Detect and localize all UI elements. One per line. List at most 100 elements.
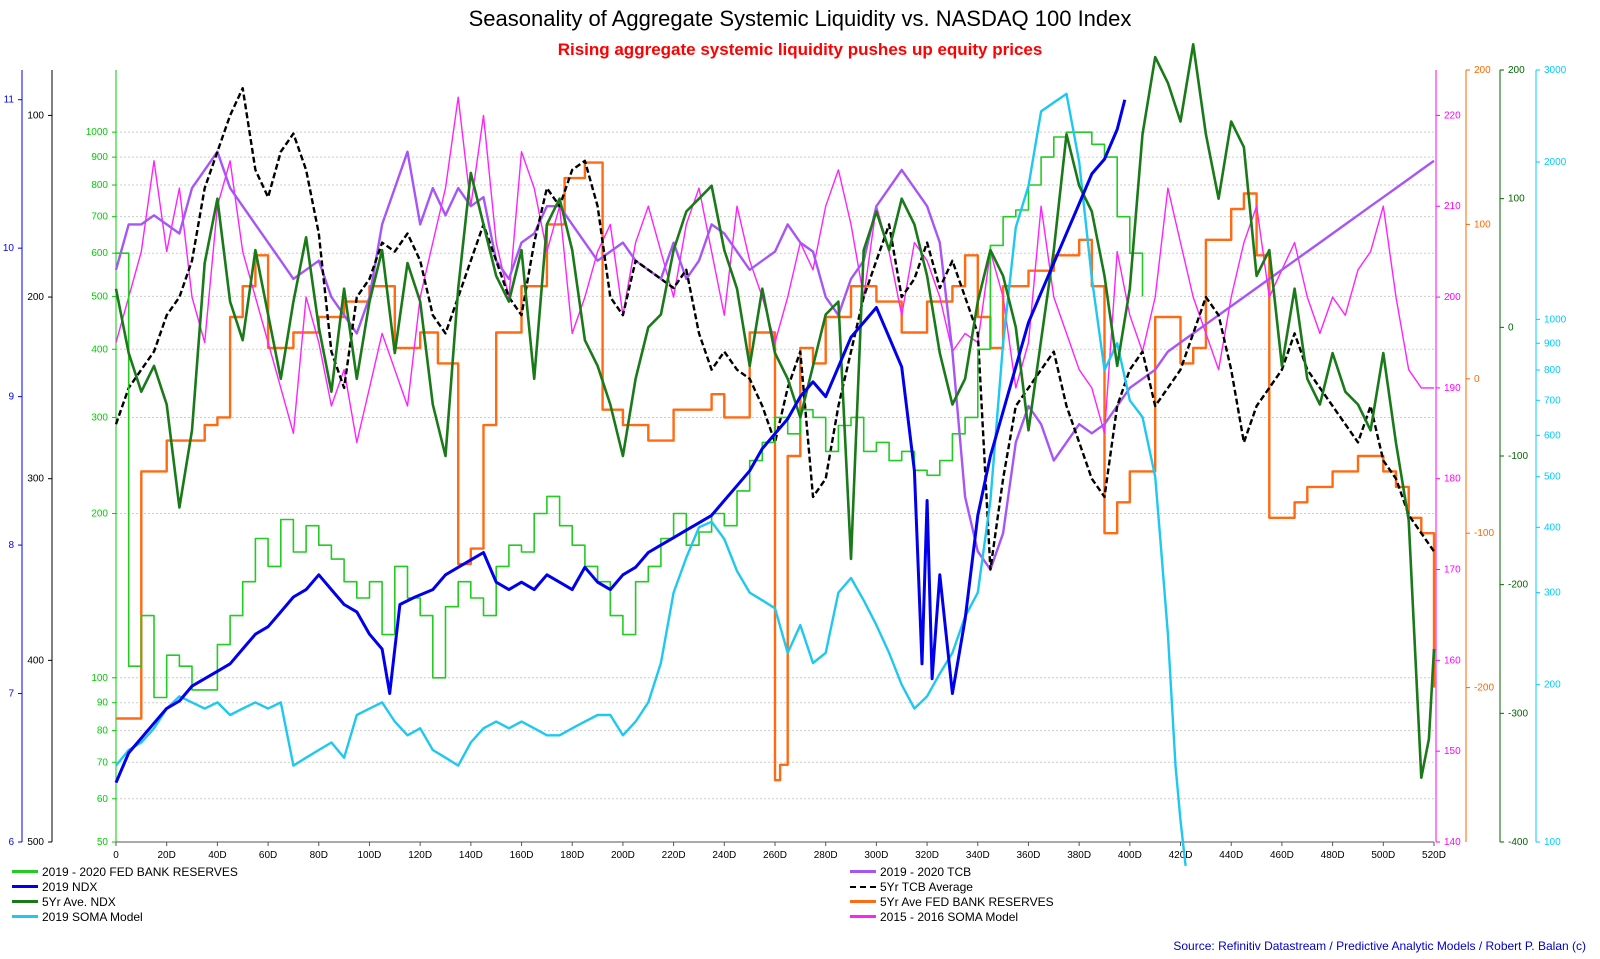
x-tick-label: 0: [113, 850, 119, 861]
chart-title: Seasonality of Aggregate Systemic Liquid…: [469, 6, 1132, 31]
x-tick-label: 320D: [915, 850, 939, 861]
right-cyan-tick-label: 900: [1544, 338, 1561, 349]
right-magenta-tick-label: 170: [1444, 565, 1461, 576]
x-tick-label: 420D: [1169, 850, 1193, 861]
left-green-log-tick-label: 60: [97, 794, 109, 805]
x-tick-label: 260D: [763, 850, 787, 861]
legend-label: 2015 - 2016 SOMA Model: [880, 909, 1019, 924]
left-green-log-tick-label: 50: [97, 837, 109, 848]
legend-swatch: [850, 885, 876, 888]
left-green-log-tick-label: 90: [97, 698, 109, 709]
left-green-log-tick-label: 800: [91, 180, 108, 191]
left-green-log-tick-label: 100: [91, 673, 108, 684]
legend-left: 2019 - 2020 FED BANK RESERVES 2019 NDX 5Yr…: [12, 864, 238, 924]
x-tick-label: 60D: [259, 850, 277, 861]
left-blue-tick-label: 6: [8, 837, 14, 848]
x-tick-label: 360D: [1017, 850, 1041, 861]
legend-item: 5Yr Ave FED BANK RESERVES: [850, 894, 1054, 909]
x-tick-label: 180D: [560, 850, 584, 861]
left-black-tick-label: 300: [27, 474, 44, 485]
right-cyan-tick-label: 400: [1544, 522, 1561, 533]
x-tick-label: 20D: [158, 850, 176, 861]
series-line-5yr-ave-fed-bank-reserves: [116, 161, 1436, 782]
series-line-2019-2020-fed-bank-reserves: [116, 131, 1144, 699]
x-tick-label: 120D: [408, 850, 432, 861]
right-cyan-tick-label: 600: [1544, 430, 1561, 441]
left-black-tick-label: 100: [27, 110, 44, 121]
x-tick-label: 380D: [1067, 850, 1091, 861]
legend-swatch: [12, 900, 38, 903]
right-darkgreen-tick-label: 100: [1508, 194, 1525, 205]
x-tick-label: 160D: [510, 850, 534, 861]
left-green-log-tick-label: 80: [97, 726, 109, 737]
right-darkgreen-tick-label: -400: [1508, 837, 1528, 848]
legend-label: 2019 SOMA Model: [42, 909, 143, 924]
left-green-log-tick-label: 900: [91, 152, 108, 163]
legend-label: 2019 - 2020 TCB: [880, 864, 972, 879]
left-green-log-tick-label: 700: [91, 212, 108, 223]
left-green-log-tick-label: 70: [97, 757, 109, 768]
right-cyan-tick-label: 200: [1544, 680, 1561, 691]
legend-label: 5Yr Ave. NDX: [42, 894, 116, 909]
legend-item: 2019 SOMA Model: [12, 909, 238, 924]
right-orange-tick-label: 200: [1474, 65, 1491, 76]
right-orange-tick-label: -200: [1474, 683, 1494, 694]
right-cyan-tick-label: 2000: [1544, 157, 1567, 168]
left-blue-tick-label: 10: [3, 243, 15, 254]
left-green-log-tick-label: 300: [91, 412, 108, 423]
right-magenta-tick-label: 190: [1444, 383, 1461, 394]
right-magenta-tick-label: 180: [1444, 474, 1461, 485]
x-tick-label: 240D: [712, 850, 736, 861]
right-cyan-tick-label: 300: [1544, 588, 1561, 599]
right-darkgreen-tick-label: -300: [1508, 708, 1528, 719]
legend-swatch: [12, 870, 38, 873]
right-darkgreen-tick-label: -200: [1508, 580, 1528, 591]
left-green-log-tick-label: 500: [91, 291, 108, 302]
right-magenta-tick-label: 160: [1444, 655, 1461, 666]
right-orange-tick-label: 100: [1474, 219, 1491, 230]
legend-label: 5Yr TCB Average: [880, 879, 973, 894]
x-tick-label: 80D: [310, 850, 328, 861]
axes-layer: 0 20D 40D 60D 80D 100D 120D 140D 160D 180D 200D 220…: [3, 65, 1567, 861]
legend-swatch: [850, 900, 876, 903]
legend-item: 5Yr TCB Average: [850, 879, 1054, 894]
left-green-log-tick-label: 1000: [86, 127, 109, 138]
x-tick-label: 100D: [358, 850, 382, 861]
right-magenta-tick-label: 150: [1444, 746, 1461, 757]
x-tick-label: 300D: [864, 850, 888, 861]
right-darkgreen-tick-label: -100: [1508, 451, 1528, 462]
right-cyan-tick-label: 100: [1544, 837, 1561, 848]
right-magenta-tick-label: 140: [1444, 837, 1461, 848]
chart-subtitle: Rising aggregate systemic liquidity push…: [558, 40, 1043, 59]
right-orange-tick-label: -100: [1474, 528, 1494, 539]
legend-swatch: [850, 870, 876, 873]
series-line-2019-ndx: [114, 99, 1127, 784]
right-cyan-tick-label: 500: [1544, 472, 1561, 483]
left-blue-tick-label: 7: [8, 689, 14, 700]
left-blue-tick-label: 11: [4, 95, 15, 106]
legend-swatch: [12, 915, 38, 918]
right-orange-tick-label: 0: [1474, 374, 1480, 385]
right-cyan-tick-label: 700: [1544, 395, 1561, 406]
series-line-2019-soma-model: [115, 92, 1187, 867]
x-tick-label: 440D: [1219, 850, 1243, 861]
right-magenta-tick-label: 210: [1444, 201, 1461, 212]
legend-swatch: [12, 885, 38, 888]
x-tick-label: 460D: [1270, 850, 1294, 861]
left-green-log-tick-label: 600: [91, 248, 108, 259]
x-tick-label: 500D: [1371, 850, 1395, 861]
series-layer: [114, 43, 1436, 867]
left-black-tick-label: 500: [27, 837, 44, 848]
x-tick-label: 480D: [1321, 850, 1345, 861]
right-cyan-tick-label: 800: [1544, 365, 1561, 376]
left-green-log-tick-label: 400: [91, 344, 108, 355]
legend-right: 2019 - 2020 TCB 5Yr TCB Average 5Yr Ave FE…: [850, 864, 1054, 924]
x-tick-label: 340D: [966, 850, 990, 861]
x-tick-label: 200D: [611, 850, 635, 861]
source-note: Source: Refinitiv Datastream / Predictiv…: [1173, 939, 1586, 953]
right-magenta-tick-label: 200: [1444, 292, 1461, 303]
x-tick-label: 280D: [814, 850, 838, 861]
left-black-tick-label: 200: [27, 292, 44, 303]
x-tick-label: 140D: [459, 850, 483, 861]
legend-item: 2015 - 2016 SOMA Model: [850, 909, 1054, 924]
